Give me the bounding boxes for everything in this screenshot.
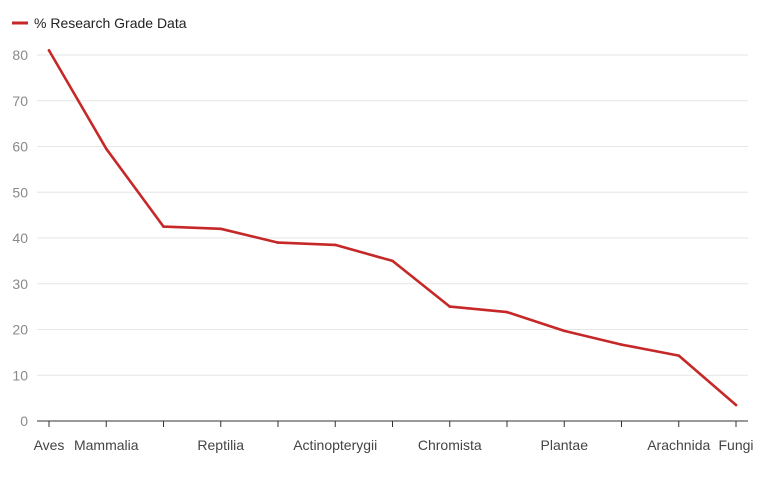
y-axis: 0 10 20 30 40 50 60 70 80	[12, 47, 28, 429]
y-tick-label: 40	[12, 230, 28, 246]
legend: % Research Grade Data	[12, 15, 187, 31]
data-point	[219, 227, 223, 231]
series-line	[47, 49, 738, 407]
data-point	[677, 354, 681, 357]
data-point	[562, 329, 566, 333]
x-tick-label: Reptilia	[197, 437, 244, 453]
y-tick-label: 20	[12, 322, 28, 338]
x-tick-label: Arachnida	[647, 437, 710, 453]
y-tick-label: 0	[20, 413, 28, 429]
data-point	[162, 225, 165, 228]
data-point	[734, 403, 738, 407]
x-axis: Aves Mammalia Reptilia Actinopterygii Chromi…	[34, 420, 754, 453]
y-tick-label: 60	[12, 139, 28, 155]
data-point	[505, 310, 509, 314]
x-tick-label: Chromista	[418, 437, 482, 453]
x-tick-label: Mammalia	[74, 437, 139, 453]
data-point	[448, 305, 452, 308]
y-tick-label: 30	[12, 276, 28, 292]
legend-label: % Research Grade Data	[34, 15, 187, 31]
x-tick-label: Plantae	[541, 437, 589, 453]
data-point	[333, 243, 337, 247]
y-tick-label: 10	[12, 367, 28, 383]
y-tick-label: 80	[12, 47, 28, 63]
series-layer	[47, 49, 738, 407]
x-tick-label: Fungi	[718, 437, 753, 453]
y-tick-label: 70	[12, 93, 28, 109]
data-point	[391, 259, 394, 263]
data-point	[620, 343, 623, 346]
data-point	[276, 241, 280, 244]
x-tick-label: Aves	[34, 437, 65, 453]
data-point	[104, 147, 108, 151]
data-point	[47, 49, 51, 52]
y-tick-label: 50	[12, 184, 28, 200]
x-tick-label: Actinopterygii	[293, 437, 377, 453]
grid-lines	[37, 54, 748, 376]
